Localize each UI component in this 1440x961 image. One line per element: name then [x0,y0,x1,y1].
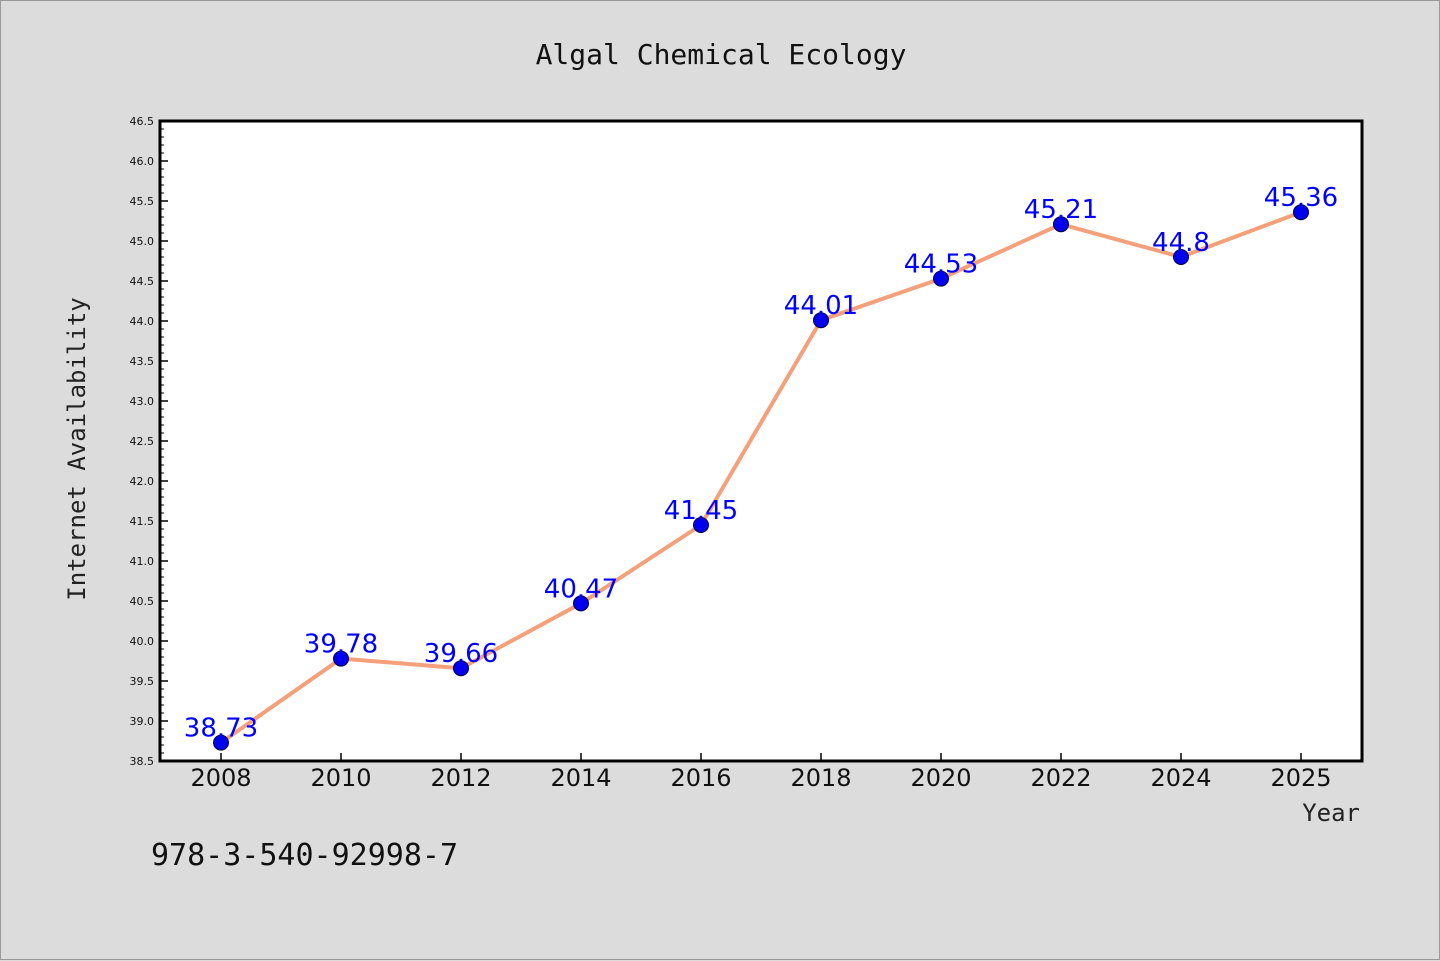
data-label: 44.01 [784,291,858,321]
y-tick-label: 44.0 [130,315,155,328]
data-label: 40.47 [544,574,618,604]
series-layer: 38.73 39.78 39.66 40.47 41.45 44.01 44.53 45.21… [184,183,1338,751]
data-point [453,660,469,677]
data-point [213,734,229,751]
x-axis-label: Year [1302,799,1360,827]
y-tick-label: 43.0 [130,395,155,408]
plot-area [158,119,1364,763]
data-point [333,650,349,667]
x-tick-label: 2016 [670,764,731,792]
y-tick-label: 38.5 [130,755,155,768]
data-point [573,595,589,612]
data-point [1173,249,1189,265]
x-tick-label: 2008 [190,764,251,792]
data-point [1053,216,1069,233]
y-tick-label: 46.5 [130,115,155,128]
x-tick-label: 2014 [550,764,611,792]
data-label: 38.73 [184,714,258,744]
x-tick-label: 2010 [310,764,371,792]
y-tick-label: 40.5 [130,595,155,608]
data-label: 45.36 [1264,183,1338,213]
data-point [1293,204,1309,221]
y-axis: 38.5 39.0 39.5 40.0 40.5 41.0 41.5 42.0 42.5 43.0… [130,115,168,768]
data-point [693,517,709,533]
y-tick-label: 39.5 [130,675,155,688]
data-label: 44.8 [1152,228,1210,258]
data-point [933,270,949,287]
x-tick-label: 2022 [1030,764,1091,792]
data-point [813,312,829,329]
y-tick-label: 46.0 [130,155,155,168]
data-label: 44.53 [904,250,978,280]
y-tick-label: 41.0 [130,555,155,568]
y-tick-label: 45.0 [130,235,155,248]
chart-title: Algal Chemical Ecology [536,38,907,71]
y-tick-label: 40.0 [130,635,155,648]
data-label: 39.78 [304,630,378,660]
y-tick-label: 45.5 [130,195,155,208]
x-tick-label: 2025 [1270,764,1331,792]
data-label: 45.21 [1024,195,1098,225]
x-tick-label: 2018 [790,764,851,792]
x-tick-label: 2012 [430,764,491,792]
footer-isbn: 978-3-540-92998-7 [151,838,458,873]
y-tick-label: 42.0 [130,475,155,488]
data-label: 39.66 [424,639,498,669]
x-tick-label: 2020 [910,764,971,792]
y-tick-label: 41.5 [130,515,155,528]
y-tick-label: 39.0 [130,715,155,728]
x-axis: 2008 2010 2012 2014 2016 2018 2020 2022 2024 2025 [190,753,1332,792]
x-tick-label: 2024 [1150,764,1211,792]
y-tick-label: 44.5 [130,275,155,288]
data-label: 41.45 [664,496,738,526]
y-tick-label: 43.5 [130,355,155,368]
y-axis-label: Internet Availability [63,297,91,600]
series-line [219,210,1302,745]
y-tick-label: 42.5 [130,435,155,448]
